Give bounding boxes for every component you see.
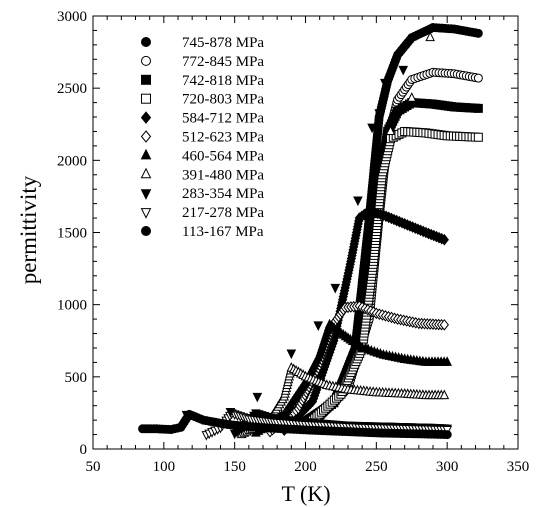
x-tick-label: 100 [153, 459, 176, 475]
data-point [439, 389, 450, 400]
transition-marker [181, 410, 192, 421]
legend-marker [140, 111, 152, 124]
transition-marker [385, 125, 396, 135]
legend-label: 460-564 MPa [182, 148, 264, 164]
transition-marker [353, 196, 363, 207]
legend-label: 772-845 MPa [182, 54, 264, 70]
y-axis-title: permittivity [16, 175, 41, 284]
y-tick-label: 0 [80, 442, 88, 458]
data-point [473, 103, 483, 113]
legend-label: 391-480 MPa [182, 167, 264, 183]
legend-marker [140, 148, 152, 160]
data-point [439, 319, 449, 331]
x-tick-label: 300 [436, 459, 459, 475]
transition-marker [225, 407, 236, 418]
transition-marker [380, 78, 390, 89]
y-tick-label: 500 [65, 370, 88, 386]
legend-marker [141, 55, 151, 66]
series-113-167-mpa [138, 409, 452, 440]
series-720-803-mpa [308, 126, 483, 425]
x-axis-title: T (K) [281, 481, 330, 506]
y-tick-label: 2500 [57, 81, 87, 97]
legend-item: 391-480 MPa [140, 167, 264, 183]
data-point [473, 28, 483, 38]
legend-label: 512-623 MPa [182, 130, 264, 146]
legend-item: 283-354 MPa [140, 186, 264, 202]
transition-marker [330, 283, 341, 294]
data-point [473, 132, 483, 142]
legend-item: 742-818 MPa [141, 73, 264, 89]
legend-item: 460-564 MPa [140, 148, 264, 164]
legend-label: 742-818 MPa [182, 73, 264, 89]
data-marks [138, 23, 483, 441]
legend-marker [140, 208, 152, 219]
data-point [442, 430, 452, 440]
y-tick-label: 2000 [57, 153, 87, 169]
x-tick-label: 50 [86, 459, 101, 475]
legend-item: 113-167 MPa [141, 224, 264, 240]
legend-label: 217-278 MPa [182, 205, 264, 221]
legend: 745-878 MPa 772-845 MPa 742-818 MPa 720-803… [140, 35, 264, 240]
x-tick-label: 250 [365, 459, 388, 475]
legend-label: 720-803 MPa [182, 92, 264, 108]
legend-item: 772-845 MPa [141, 54, 264, 70]
data-point [442, 356, 452, 366]
legend-label: 745-878 MPa [182, 35, 264, 51]
legend-marker [141, 93, 151, 104]
legend-item: 217-278 MPa [140, 205, 264, 221]
legend-item: 584-712 MPa [140, 111, 264, 127]
legend-label: 113-167 MPa [182, 224, 264, 240]
transition-marker [406, 92, 417, 102]
transition-markers [181, 31, 435, 421]
x-tick-label: 150 [223, 459, 246, 475]
legend-marker [141, 37, 151, 47]
transition-marker [425, 31, 435, 42]
legend-label: 584-712 MPa [182, 111, 264, 127]
transition-marker [367, 123, 377, 134]
y-tick-label: 3000 [57, 9, 87, 25]
transition-marker [252, 392, 263, 403]
legend-item: 512-623 MPa [140, 130, 264, 146]
legend-item: 720-803 MPa [141, 92, 264, 108]
legend-item: 745-878 MPa [141, 35, 264, 51]
transition-marker [286, 349, 297, 360]
legend-marker [140, 130, 152, 143]
legend-label: 283-354 MPa [182, 186, 264, 202]
data-point [473, 73, 483, 83]
legend-marker [141, 74, 151, 85]
data-point [439, 233, 449, 246]
legend-marker [141, 226, 151, 236]
x-tick-label: 200 [294, 459, 317, 475]
transition-marker [398, 65, 409, 76]
legend-marker [140, 189, 152, 200]
axes: 50 100 150 200 250 300 350 0 500 1000 1500 2000 2500… [57, 9, 529, 475]
transition-marker [313, 321, 324, 331]
series-772-845-mpa [315, 67, 483, 422]
legend-marker [140, 167, 152, 179]
y-tick-label: 1500 [57, 226, 87, 242]
y-tick-label: 1000 [57, 298, 87, 314]
transition-marker [374, 109, 384, 119]
x-tick-label: 350 [507, 459, 530, 475]
